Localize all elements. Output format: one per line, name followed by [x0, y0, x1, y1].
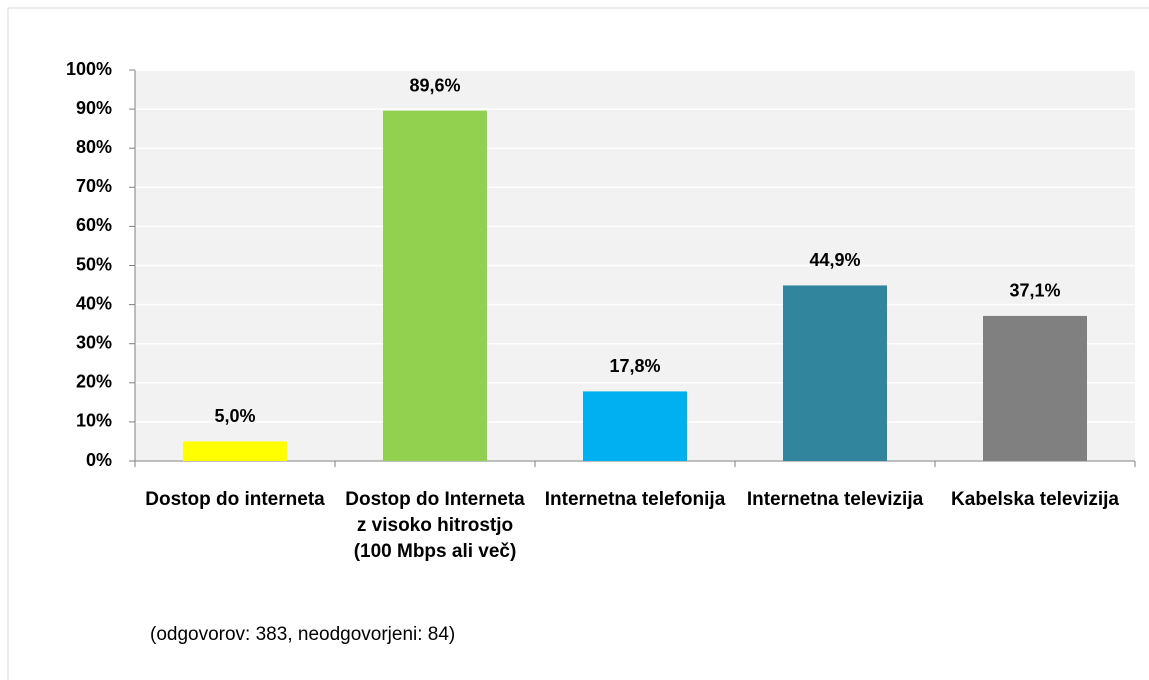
value-label: 44,9% — [809, 250, 860, 270]
y-tick-label: 0% — [86, 450, 112, 470]
value-label: 17,8% — [609, 356, 660, 376]
y-tick-label: 30% — [76, 332, 112, 352]
y-tick-label: 90% — [76, 98, 112, 118]
bar — [383, 110, 487, 461]
y-tick-label: 80% — [76, 137, 112, 157]
y-tick-label: 10% — [76, 411, 112, 431]
value-label: 5,0% — [214, 406, 255, 426]
bar — [183, 441, 287, 461]
bar — [783, 285, 887, 461]
x-tick-label: Kabelska televizija — [951, 489, 1119, 510]
y-tick-label: 100% — [66, 59, 112, 79]
x-tick-label: Dostop do Interneta z visoko hitrostjo (… — [345, 489, 525, 562]
y-tick-label: 20% — [76, 372, 112, 392]
bar — [583, 391, 687, 461]
frame — [7, 7, 1149, 680]
y-tick-label: 70% — [76, 176, 112, 196]
x-tick-label: Internetna telefonija — [544, 489, 726, 510]
value-label: 37,1% — [1009, 281, 1060, 301]
x-tick-label: Dostop do interneta — [145, 489, 325, 510]
y-tick-label: 50% — [76, 254, 112, 274]
y-tick-label: 40% — [76, 293, 112, 313]
y-tick-label: 60% — [76, 215, 112, 235]
note: (odgovorov: 383, neodgovorjeni: 84) — [150, 624, 456, 645]
value-label: 89,6% — [409, 75, 460, 95]
x-tick-label: Internetna televizija — [746, 489, 924, 510]
bar — [983, 315, 1087, 461]
